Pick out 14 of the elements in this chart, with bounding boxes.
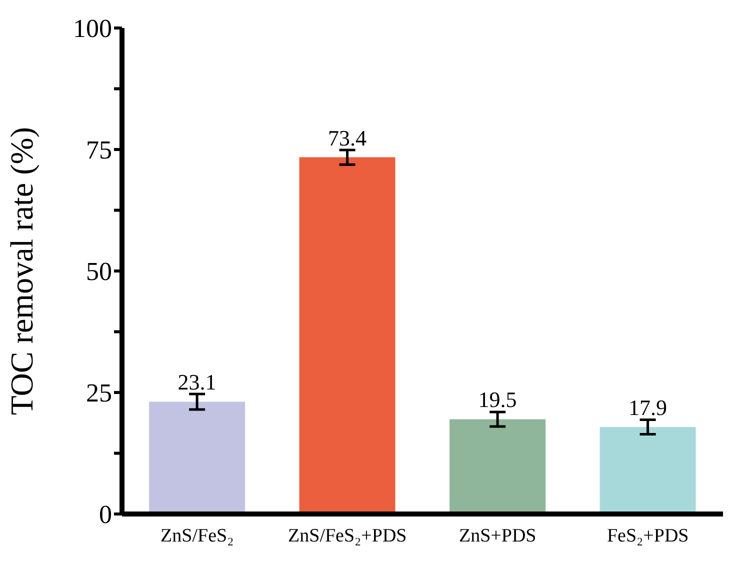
y-axis-title: TOC removal rate (%) — [3, 126, 40, 416]
x-tick-label: FeS₂+PDS — [606, 525, 689, 546]
y-tick-label: 75 — [86, 136, 112, 165]
data-label: 17.9 — [628, 395, 668, 420]
x-tick-label: ZnS+PDS — [459, 525, 536, 546]
y-tick-label: 25 — [86, 378, 112, 408]
x-tick-label: ZnS/FeS₂ — [160, 525, 234, 546]
data-label: 73.4 — [328, 125, 367, 150]
data-label: 19.5 — [478, 387, 517, 412]
x-tick-label: ZnS/FeS₂+PDS — [288, 525, 407, 546]
y-tick-label: 0 — [99, 500, 112, 530]
y-tick-label: 50 — [86, 257, 112, 286]
y-tick-label: 100 — [73, 14, 112, 44]
data-label: 23.1 — [178, 370, 216, 395]
